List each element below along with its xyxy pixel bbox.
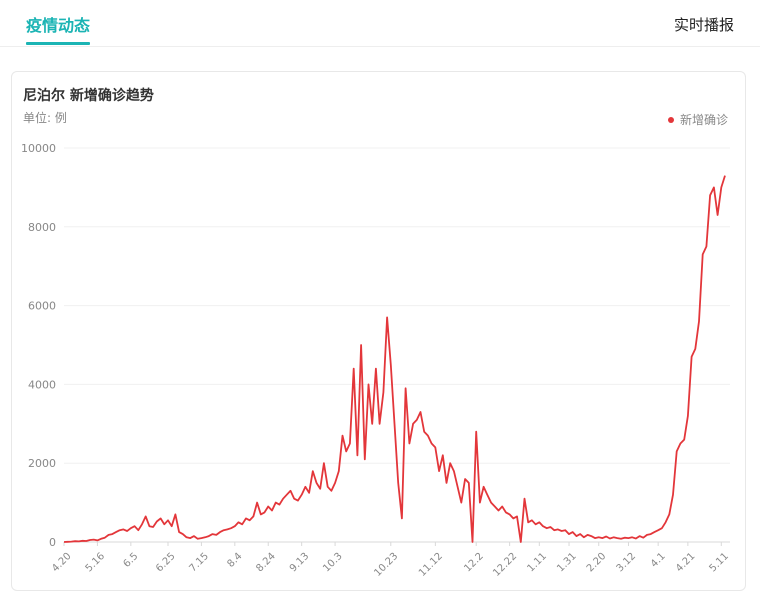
x-tick-label: 7.15 — [188, 551, 212, 575]
tab-live-broadcast[interactable]: 实时播报 — [673, 16, 734, 34]
y-tick-label: 2000 — [28, 457, 56, 470]
x-tick-label: 1.11 — [525, 551, 549, 575]
x-tick-label: 1.31 — [555, 551, 579, 575]
trend-line-chart: 0 2000 4000 6000 8000 10000 4.20 5.16 6.5 6.25 7.… — [21, 142, 731, 579]
x-tick-label: 12.22 — [491, 551, 519, 579]
unit-label: 单位: 例 — [23, 111, 67, 125]
x-tick-label: 4.1 — [649, 551, 668, 570]
legend-marker — [667, 116, 674, 123]
chart-title: 尼泊尔 新增确诊趋势 — [23, 88, 154, 104]
x-tick-label: 10.23 — [372, 551, 400, 579]
active-tab-indicator — [26, 42, 90, 45]
series-line-new-confirmed[interactable] — [63, 175, 726, 543]
x-tick-label: 4.21 — [674, 551, 698, 575]
tab-bar: 疫情动态 实时播报 — [0, 0, 760, 47]
legend-label: 新增确诊 — [679, 113, 728, 127]
y-tick-label: 8000 — [28, 221, 56, 234]
x-tick-label: 4.20 — [50, 551, 74, 575]
legend[interactable]: 新增确诊 — [667, 111, 728, 128]
y-tick-label: 0 — [49, 536, 56, 549]
x-tick-label: 11.12 — [417, 551, 445, 579]
tab-epidemic-dynamics[interactable]: 疫情动态 — [26, 16, 91, 35]
x-tick-label: 6.25 — [154, 551, 178, 575]
x-tick-label: 9.13 — [288, 551, 312, 575]
x-tick-label: 5.16 — [84, 551, 108, 575]
y-tick-label: 10000 — [21, 142, 56, 155]
y-tick-label: 4000 — [28, 378, 56, 391]
x-tick-label: 12.2 — [462, 551, 486, 575]
x-tick-label: 2.20 — [585, 551, 609, 575]
x-tick-label: 3.12 — [615, 551, 639, 575]
x-tick-label: 5.11 — [707, 551, 731, 575]
x-tick-label: 8.24 — [254, 551, 278, 575]
x-tick-label: 10.3 — [321, 551, 345, 575]
y-tick-label: 6000 — [28, 300, 56, 313]
x-tick-label: 6.5 — [121, 551, 140, 570]
x-tick-label: 8.4 — [225, 551, 244, 570]
trend-chart-card: 0 2000 4000 6000 8000 10000 4.20 5.16 6.5 6.25 7.… — [11, 71, 746, 591]
